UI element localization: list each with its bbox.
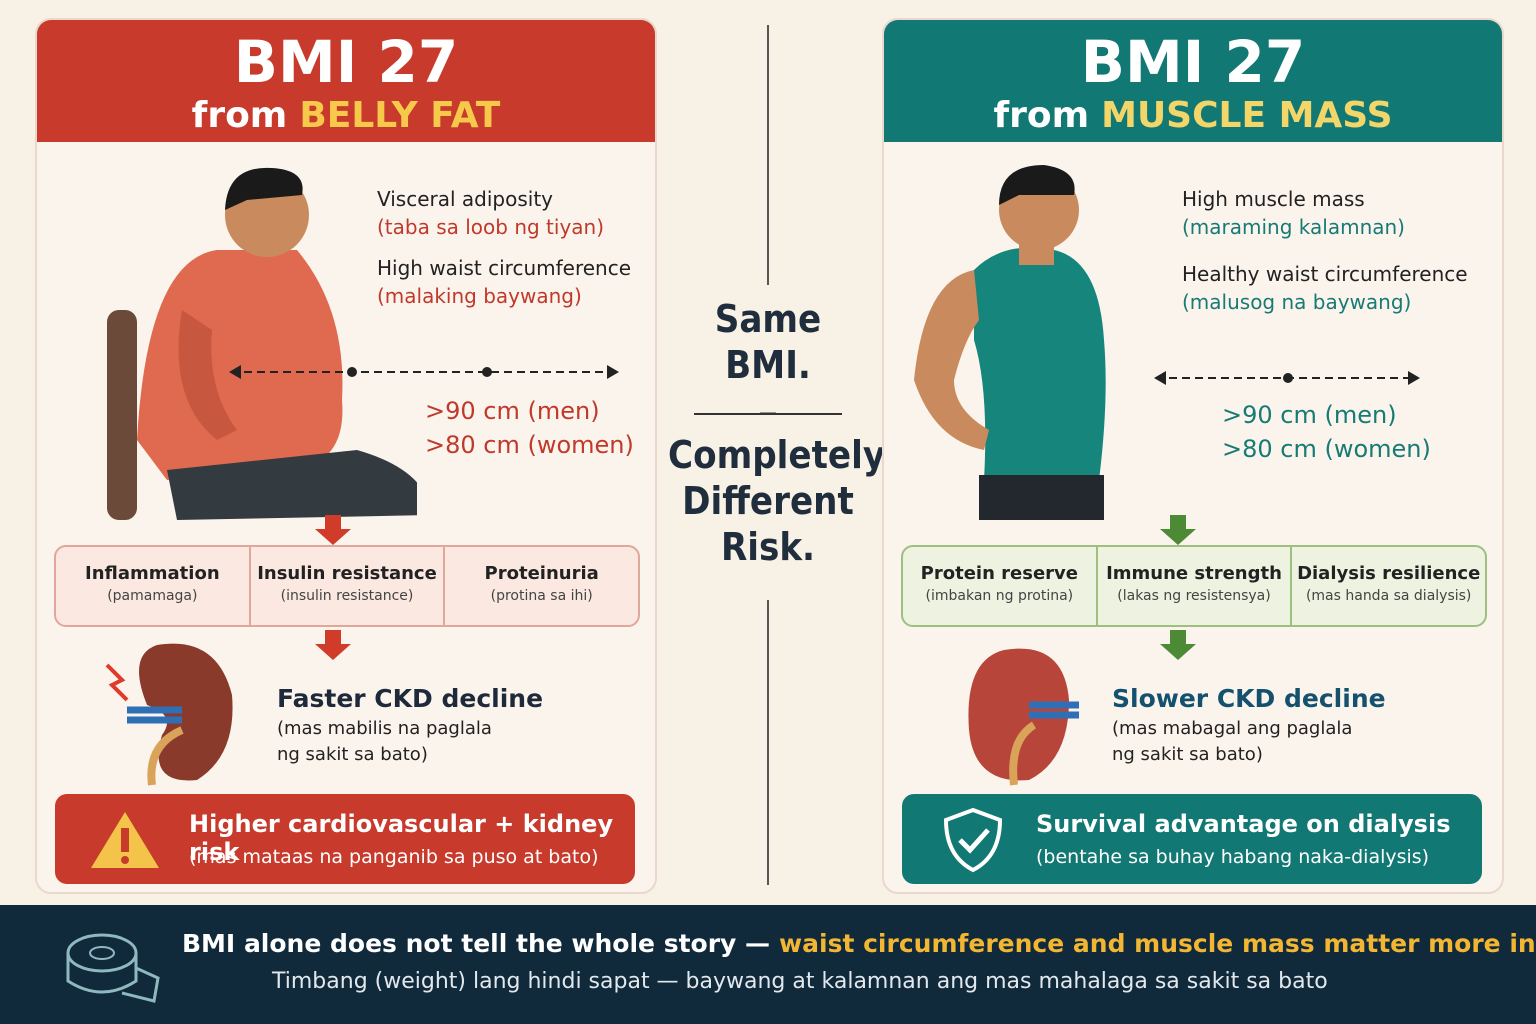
tape-icon bbox=[66, 933, 160, 1003]
header: BMI 27 from MUSCLE MASS bbox=[884, 20, 1502, 142]
middle-text: Same BMI. bbox=[714, 297, 822, 387]
outcome-title: Slower CKD decline bbox=[1112, 684, 1386, 713]
banner: Survival advantage on dialysis (bentahe s… bbox=[902, 794, 1482, 884]
footer-translation: Timbang (weight) lang hindi sapat — bayw… bbox=[272, 969, 1328, 994]
banner-translation: (bentahe sa buhay habang naka-dialysis) bbox=[1036, 846, 1430, 868]
title: BMI 27 bbox=[233, 28, 459, 96]
footer-highlight: waist circumference and muscle mass matt… bbox=[779, 929, 1536, 958]
header: BMI 27 from BELLY FAT bbox=[37, 20, 655, 142]
banner-translation: (mas mataas na panganib sa puso at bato) bbox=[189, 846, 599, 868]
outcome-line: ng sakit sa bato) bbox=[1112, 744, 1263, 765]
outcome-line: ng sakit sa bato) bbox=[277, 744, 428, 765]
effect: Inflammation (pamamaga) bbox=[56, 547, 249, 625]
effect: Proteinuria (protina sa ihi) bbox=[443, 547, 638, 625]
subtitle-prefix: from bbox=[191, 95, 288, 136]
right-panel: BMI 27 from MUSCLE MASS High muscle mass (… bbox=[882, 18, 1504, 894]
outcome-line: (mas mabilis na paglala bbox=[277, 718, 492, 739]
effect-label: Immune strength bbox=[1106, 563, 1282, 584]
outcome-line: (mas mabagal ang paglala bbox=[1112, 718, 1353, 739]
note-translation: (taba sa loob ng tiyan) bbox=[377, 215, 605, 239]
subtitle: from BELLY FAT bbox=[37, 94, 655, 138]
kidney bbox=[968, 648, 1079, 786]
outcome: Slower CKD decline (mas mabagal ang pagla… bbox=[1112, 682, 1386, 768]
effect-label: Inflammation bbox=[85, 563, 220, 584]
arrow bbox=[1160, 630, 1196, 660]
effect: Insulin resistance (insulin resistance) bbox=[248, 547, 444, 625]
subtitle-highlight: MUSCLE MASS bbox=[1101, 95, 1393, 136]
note-translation: (maraming kalamnan) bbox=[1182, 215, 1405, 239]
threshold: >90 cm (men) bbox=[425, 397, 600, 425]
arrow bbox=[1160, 515, 1196, 545]
middle-bottom: Completely Different Risk. bbox=[668, 432, 886, 570]
effect-translation: (imbakan ng protina) bbox=[925, 588, 1074, 604]
effects: Protein reserve (imbakan ng protina) Immu… bbox=[901, 545, 1487, 627]
note-translation: (malusog na baywang) bbox=[1182, 290, 1412, 314]
threshold: >80 cm (women) bbox=[425, 431, 634, 459]
banner: Higher cardiovascular + kidney risk (mas … bbox=[55, 794, 635, 884]
note: High waist circumference (malaking baywan… bbox=[377, 254, 631, 310]
effect-translation: (mas handa sa dialysis) bbox=[1305, 588, 1472, 604]
effect: Protein reserve (imbakan ng protina) bbox=[903, 547, 1096, 625]
title: BMI 27 bbox=[1080, 28, 1306, 96]
outcome: Faster CKD decline (mas mabilis na paglal… bbox=[277, 682, 543, 768]
banner-title: Higher cardiovascular + kidney risk bbox=[189, 810, 614, 866]
thresholds: >90 cm (men) >80 cm (women) bbox=[1222, 398, 1431, 466]
note-label: High waist circumference bbox=[377, 256, 632, 280]
measure-line bbox=[1154, 371, 1420, 385]
kidney bbox=[105, 643, 233, 786]
shield-icon bbox=[943, 807, 1003, 873]
effect-label: Proteinuria bbox=[484, 563, 599, 584]
footer: BMI alone does not tell the whole story … bbox=[0, 905, 1536, 1024]
note-translation: (malaking baywang) bbox=[377, 284, 582, 308]
note: Healthy waist circumference (malusog na b… bbox=[1182, 260, 1468, 316]
effect-translation: (lakas ng resistensya) bbox=[1117, 588, 1271, 604]
note-label: Healthy waist circumference bbox=[1182, 262, 1468, 286]
middle-top: Same BMI. bbox=[668, 296, 868, 388]
subtitle-prefix: from bbox=[993, 95, 1090, 136]
note-label: Visceral adiposity bbox=[377, 187, 554, 211]
effect-label: Dialysis resilience bbox=[1297, 563, 1481, 584]
effect-label: Insulin resistance bbox=[257, 563, 437, 584]
effect-translation: (protina sa ihi) bbox=[490, 588, 593, 604]
threshold: >90 cm (men) bbox=[1222, 401, 1397, 429]
threshold: >80 cm (women) bbox=[1222, 435, 1431, 463]
footer-prefix: BMI alone does not tell the whole story … bbox=[182, 929, 771, 958]
rule bbox=[694, 413, 842, 415]
divider bbox=[760, 25, 776, 885]
illustration bbox=[914, 165, 1106, 520]
middle-text: Completely Different Risk. bbox=[668, 433, 886, 569]
warning-icon bbox=[91, 812, 159, 868]
note: High muscle mass (maraming kalamnan) bbox=[1182, 185, 1405, 241]
banner-title: Survival advantage on dialysis bbox=[1036, 810, 1451, 838]
measure-line bbox=[229, 365, 619, 379]
arrow bbox=[315, 515, 351, 545]
thresholds: >90 cm (men) >80 cm (women) bbox=[425, 394, 634, 462]
effect-label: Protein reserve bbox=[920, 563, 1078, 584]
left-panel: BMI 27 from BELLY FAT Visceral adiposity (… bbox=[35, 18, 657, 894]
illustration bbox=[107, 167, 417, 520]
note-label: High muscle mass bbox=[1182, 187, 1365, 211]
outcome-title: Faster CKD decline bbox=[277, 684, 544, 713]
arrow bbox=[315, 630, 351, 660]
subtitle-highlight: BELLY FAT bbox=[299, 95, 501, 136]
subtitle: from MUSCLE MASS bbox=[884, 94, 1502, 138]
effects: Inflammation (pamamaga) Insulin resistanc… bbox=[54, 545, 640, 627]
effect-translation: (pamamaga) bbox=[107, 588, 198, 604]
effect: Dialysis resilience (mas handa sa dialysi… bbox=[1290, 547, 1485, 625]
note: Visceral adiposity (taba sa loob ng tiyan… bbox=[377, 185, 604, 241]
effect-translation: (insulin resistance) bbox=[280, 588, 414, 604]
effect: Immune strength (lakas ng resistensya) bbox=[1095, 547, 1291, 625]
footer-main: BMI alone does not tell the whole story … bbox=[182, 929, 1536, 958]
